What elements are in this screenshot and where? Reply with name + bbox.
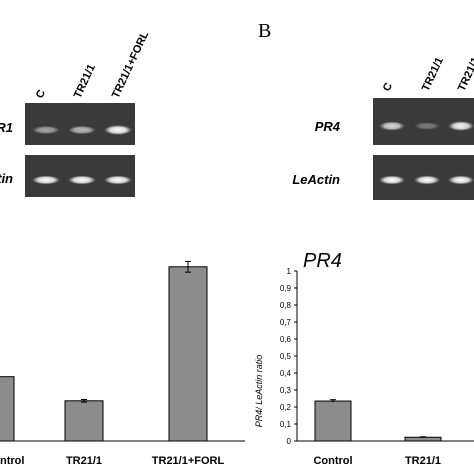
panel-b-letter: B [258,20,272,42]
right-y-tick-label: 0,7 [280,318,292,327]
right-y-tick-label: 0,8 [280,301,292,310]
right-y-tick-label: 0 [287,437,292,446]
right-row2-band [448,175,474,185]
right-lane-label-1: C [381,81,395,93]
left-gel-row1 [25,103,135,145]
right-y-tick-label: 0,2 [280,403,292,412]
right-x-tick-label: Control [313,455,352,467]
right-y-tick-label: 1 [287,267,292,276]
left-row2-band [68,175,96,185]
left-lane-label-1: C [34,88,48,100]
left-lane-label-3: TR21/1+FORL [110,29,150,100]
left-gel-figure: C TR21/1 TR21/1+FORL R1 tin [0,29,150,197]
right-lane-label-2: TR21/1 [420,55,446,93]
left-x-tick-label: ntrol [0,455,24,467]
right-y-tick-label: 0,4 [280,369,292,378]
left-bar [168,266,208,442]
right-row1-band [448,121,474,131]
left-lane-label-2: TR21/1 [72,62,98,100]
right-row1-label: PR4 [315,119,341,134]
left-row2-band [104,175,132,185]
left-row2-band [32,175,60,185]
right-chart-title: PR4 [303,250,342,272]
right-row1-band [414,122,440,130]
right-x-tick-label: TR21/1 [405,455,441,467]
right-row2-band [414,175,440,185]
left-bar [0,376,15,442]
right-row2-label: LeActin [292,172,340,187]
right-y-axis-label: PR4/ LeActin ratio [254,355,264,428]
left-x-tick-label: TR21/1+FORL [152,455,225,467]
left-row2-label: tin [0,171,13,186]
right-row2-band [379,175,405,185]
right-bar [314,400,352,442]
left-row1-band [68,125,96,135]
right-lane-label-3: TR21/1 [456,55,474,93]
right-row1-band [379,121,405,131]
right-y-tick-label: 0,3 [280,386,292,395]
left-bar-chart: ntrol TR21/1 TR21/1+FORL [0,260,245,467]
right-y-tick-label: 0,9 [280,284,292,293]
right-y-tick-label: 0,5 [280,352,292,361]
right-bar [404,436,442,442]
left-row1-label: R1 [0,120,13,135]
left-x-tick-label: TR21/1 [66,455,102,467]
right-y-tick-label: 0,1 [280,420,292,429]
left-bar [64,400,104,442]
left-row1-band [104,125,132,135]
right-bar-chart: PR4 PR4/ LeActin ratio 0 0,1 0,2 0,3 0,4 0,5 0,6… [254,250,474,467]
right-y-tick-label: 0,6 [280,335,292,344]
left-row1-band [32,125,60,135]
right-gel-figure: C TR21/1 TR21/1 PR4 LeActin [292,55,474,200]
